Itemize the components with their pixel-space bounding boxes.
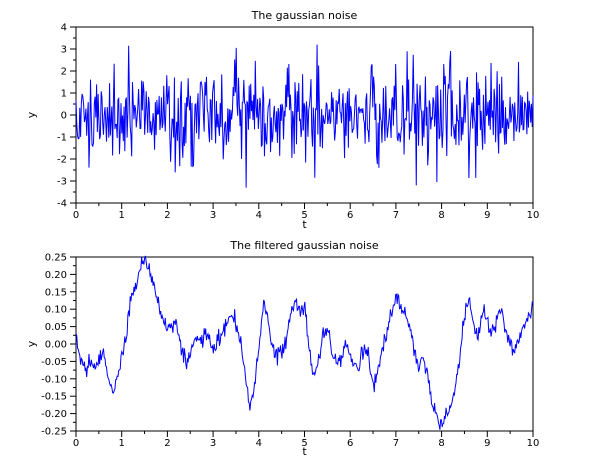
y-tick-label: 0.00	[45, 340, 67, 351]
chart-1: 0 1 2 3 4 5 6 7 8 9 10 -0.25 -0.20 -0.15 -0.10 -0.05 0.0…	[41, 253, 539, 450]
y-tick-label: -1	[57, 133, 67, 144]
y-tick-label: 0	[61, 111, 67, 122]
y-tick-label: -0.05	[41, 357, 67, 368]
y-tick-label: 0.10	[45, 305, 67, 316]
x-tick-label: 10	[527, 438, 540, 449]
x-tick-label: 9	[484, 438, 490, 449]
x-tick-label: 8	[438, 210, 444, 221]
series-line-filtered-gaussian-noise	[75, 255, 534, 430]
x-tick-label: 10	[527, 210, 540, 221]
y-tick-label: -2	[57, 155, 67, 166]
x-tick-label: 6	[347, 438, 353, 449]
y-tick-label: -0.25	[41, 427, 67, 438]
x-tick-label: 1	[119, 438, 125, 449]
y-tick-label: -0.20	[41, 409, 67, 420]
plot-box	[75, 256, 534, 432]
x-tick-label: 4	[256, 438, 262, 449]
x-tick-label: 6	[347, 210, 353, 221]
x-tick-label: 1	[119, 210, 125, 221]
y-tick-label: 3	[61, 45, 67, 56]
y-tick-label: 0.15	[45, 287, 67, 298]
y-tick-label: -0.10	[41, 374, 67, 385]
chart-title-filtered-gaussian-noise: The filtered gaussian noise	[230, 239, 379, 252]
x-tick-label: 2	[164, 210, 170, 221]
x-tick-label: 7	[393, 210, 399, 221]
y-tick-label: 0.25	[45, 253, 67, 264]
x-tick-label: 7	[393, 438, 399, 449]
x-tick-label: 9	[484, 210, 490, 221]
x-tick-label: 2	[164, 438, 170, 449]
y-tick-label: 0.20	[45, 270, 67, 281]
x-tick-label: 3	[210, 438, 216, 449]
x-tick-label: 3	[210, 210, 216, 221]
y-tick-label: -4	[57, 199, 67, 210]
y-tick-label: -3	[57, 177, 67, 188]
x-axis-label-top: t	[302, 218, 307, 231]
y-tick-label: 2	[61, 67, 67, 78]
x-tick-label: 5	[301, 210, 307, 221]
chart-0: 0 1 2 3 4 5 6 7 8 9 10 -4 -3 -2 -1 0 1 2 3 4	[57, 23, 539, 222]
x-axis-label-bottom: t	[302, 445, 307, 458]
y-axis-label-bottom: y	[25, 340, 38, 348]
x-tick-label: 0	[73, 210, 79, 221]
x-tick-label: 8	[438, 438, 444, 449]
x-tick-label: 4	[256, 210, 262, 221]
x-tick-label: 5	[301, 438, 307, 449]
y-tick-label: 4	[61, 23, 67, 34]
series-line-gaussian-noise	[75, 44, 534, 188]
y-tick-label: 1	[61, 89, 67, 100]
y-axis-label-top: y	[25, 111, 38, 119]
y-tick-label: 0.05	[45, 322, 67, 333]
y-tick-label: -0.15	[41, 392, 67, 403]
chart-title-gaussian-noise: The gaussian noise	[251, 9, 358, 22]
x-tick-label: 0	[73, 438, 79, 449]
